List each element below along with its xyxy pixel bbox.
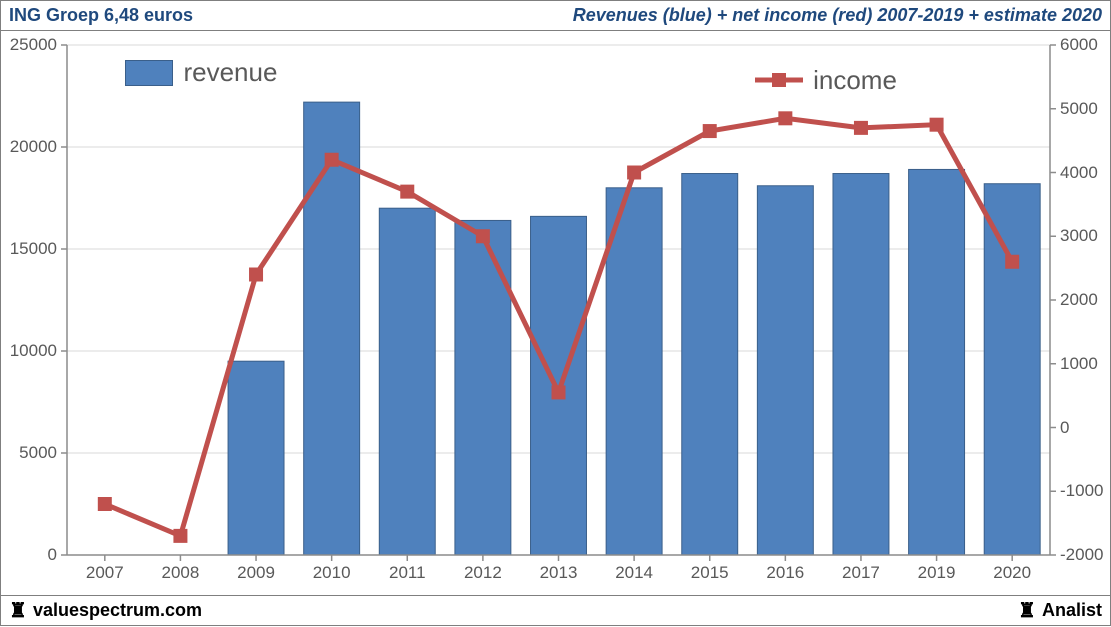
y-right-tick-label: 6000 — [1060, 35, 1098, 55]
x-tick-label: 2016 — [766, 563, 804, 583]
x-tick-label: 2014 — [615, 563, 653, 583]
y-left-tick-label: 15000 — [10, 239, 57, 259]
income-marker — [98, 498, 111, 511]
revenue-bar — [379, 208, 435, 555]
footer-right: ♜ Analist — [1018, 600, 1102, 621]
chart-area: 0 5000 10000 15000 20000 25000 -2000 -1000 0 1000… — [0, 30, 1111, 596]
y-left-tick-label: 0 — [48, 545, 57, 565]
income-marker — [476, 230, 489, 243]
x-tick-label: 2013 — [540, 563, 578, 583]
income-marker — [401, 185, 414, 198]
y-right-tick-label: -1000 — [1060, 481, 1103, 501]
revenue-bar — [833, 174, 889, 555]
footer-left-text: valuespectrum.com — [33, 600, 202, 621]
x-tick-label: 2012 — [464, 563, 502, 583]
y-right-tick-label: 4000 — [1060, 163, 1098, 183]
x-tick-label: 2011 — [389, 563, 426, 583]
revenue-bar — [606, 188, 662, 555]
y-right-tick-label: 3000 — [1060, 226, 1098, 246]
x-tick-label: 2009 — [237, 563, 275, 583]
revenue-bar — [228, 361, 284, 555]
legend-revenue-swatch — [125, 60, 173, 86]
income-marker — [628, 166, 641, 179]
x-tick-label: 2020 — [993, 563, 1031, 583]
title-left: ING Groep 6,48 euros — [9, 5, 193, 26]
rook-icon: ♜ — [1018, 601, 1036, 621]
revenue-bar — [909, 169, 965, 555]
income-marker — [552, 386, 565, 399]
x-tick-label: 2010 — [313, 563, 351, 583]
income-marker — [703, 125, 716, 138]
header-bar: ING Groep 6,48 euros Revenues (blue) + n… — [0, 0, 1111, 30]
legend-revenue: revenue — [125, 57, 277, 88]
legend-revenue-label: revenue — [183, 57, 277, 88]
y-right-tick-label: 1000 — [1060, 354, 1098, 374]
y-right-tick-label: 0 — [1060, 418, 1069, 438]
revenue-bar — [682, 174, 738, 555]
x-tick-label: 2007 — [86, 563, 124, 583]
x-tick-label: 2008 — [162, 563, 200, 583]
revenue-bar — [984, 184, 1040, 555]
x-tick-label: 2017 — [842, 563, 880, 583]
chart-frame: ING Groep 6,48 euros Revenues (blue) + n… — [0, 0, 1111, 627]
revenue-bar — [757, 186, 813, 555]
y-right-tick-label: 5000 — [1060, 99, 1098, 119]
income-marker — [1006, 255, 1019, 268]
y-right-tick-label: -2000 — [1060, 545, 1103, 565]
revenue-bar — [455, 220, 511, 555]
title-subtitle: Revenues (blue) + net income (red) 2007-… — [573, 5, 1102, 26]
legend-income-label: income — [813, 65, 897, 96]
x-tick-label: 2019 — [918, 563, 956, 583]
footer-bar: ♜ valuespectrum.com ♜ Analist — [0, 596, 1111, 626]
income-marker — [325, 153, 338, 166]
footer-right-text: Analist — [1042, 600, 1102, 621]
rook-icon: ♜ — [9, 601, 27, 621]
y-right-tick-label: 2000 — [1060, 290, 1098, 310]
income-marker — [930, 118, 943, 131]
legend-income-swatch — [755, 67, 803, 93]
income-marker — [779, 112, 792, 125]
income-marker — [854, 121, 867, 134]
footer-left: ♜ valuespectrum.com — [9, 600, 202, 621]
income-marker — [174, 529, 187, 542]
y-left-tick-label: 25000 — [10, 35, 57, 55]
legend-income: income — [755, 65, 897, 96]
y-left-tick-label: 10000 — [10, 341, 57, 361]
x-tick-label: 2015 — [691, 563, 729, 583]
chart-svg — [1, 31, 1110, 595]
y-left-tick-label: 5000 — [19, 443, 57, 463]
income-marker — [250, 268, 263, 281]
y-left-tick-label: 20000 — [10, 137, 57, 157]
